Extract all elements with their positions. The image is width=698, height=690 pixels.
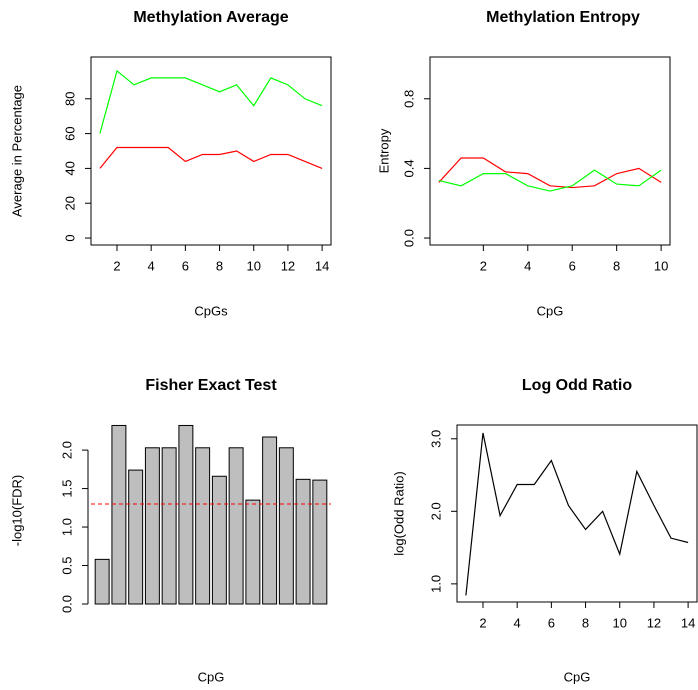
y-tick-label: 80: [62, 92, 77, 106]
series-line: [438, 157, 662, 189]
plot-box: [90, 56, 332, 246]
bar: [262, 436, 278, 605]
x-tick-label: 12: [647, 615, 661, 630]
x-axis-label: CpG: [198, 669, 225, 684]
x-tick-label: 14: [315, 258, 329, 273]
series-line: [99, 146, 323, 169]
x-axis-label: CpGs: [194, 303, 228, 318]
y-axis-label: log(Odd Ratio): [391, 471, 406, 556]
x-tick-label: 6: [182, 258, 189, 273]
y-tick-label: 0.8: [401, 90, 416, 108]
bar: [94, 558, 110, 605]
x-tick-label: 4: [524, 258, 531, 273]
chart-title: Fisher Exact Test: [145, 377, 277, 394]
bar: [245, 499, 261, 605]
bar: [178, 424, 194, 605]
x-tick-label: 4: [148, 258, 155, 273]
bar: [128, 469, 144, 605]
y-tick-label: 2.0: [428, 502, 443, 520]
bar: [195, 447, 211, 605]
y-tick-label: 60: [62, 126, 77, 140]
bar: [228, 447, 244, 605]
y-axis-label: -log10(FDR): [9, 475, 24, 547]
y-tick-label: 1.0: [59, 518, 74, 536]
y-tick-label: 0.4: [401, 159, 416, 177]
x-tick-label: 14: [681, 615, 695, 630]
bar: [144, 447, 160, 605]
series-line: [438, 169, 662, 192]
plot-box: [456, 424, 698, 603]
series-line: [465, 432, 689, 596]
x-tick-label: 6: [548, 615, 555, 630]
bar: [295, 478, 311, 605]
y-axis-label: Average in Percentage: [9, 85, 24, 217]
chart-title: Methylation Entropy: [486, 9, 640, 26]
y-tick-label: 2.0: [59, 441, 74, 459]
y-tick-label: 3.0: [428, 430, 443, 448]
y-tick-label: 0: [62, 234, 77, 241]
bar: [312, 479, 328, 605]
x-axis-label: CpG: [564, 669, 591, 684]
y-tick-label: 0.0: [59, 595, 74, 613]
x-tick-label: 8: [613, 258, 620, 273]
y-tick-label: 0.5: [59, 556, 74, 574]
y-tick-label: 1.0: [428, 575, 443, 593]
x-tick-label: 2: [480, 258, 487, 273]
bar: [211, 475, 227, 605]
y-tick-label: 20: [62, 196, 77, 210]
x-tick-label: 4: [514, 615, 521, 630]
x-tick-label: 6: [569, 258, 576, 273]
chart-title: Methylation Average: [133, 9, 288, 26]
x-tick-label: 10: [247, 258, 261, 273]
x-tick-label: 2: [113, 258, 120, 273]
y-axis-label: Entropy: [376, 128, 391, 173]
plot-box: [429, 56, 671, 246]
chart-title: Log Odd Ratio: [522, 377, 632, 394]
x-tick-label: 12: [281, 258, 295, 273]
series-line: [99, 69, 323, 134]
bar: [111, 424, 127, 605]
y-tick-label: 40: [62, 161, 77, 175]
x-tick-label: 10: [613, 615, 627, 630]
x-axis-label: CpG: [537, 303, 564, 318]
y-tick-label: 1.5: [59, 480, 74, 498]
y-tick-label: 0.0: [401, 229, 416, 247]
x-tick-label: 8: [582, 615, 589, 630]
bar: [161, 447, 177, 605]
x-tick-label: 10: [654, 258, 668, 273]
x-tick-label: 8: [216, 258, 223, 273]
x-tick-label: 2: [479, 615, 486, 630]
bar: [278, 447, 294, 605]
